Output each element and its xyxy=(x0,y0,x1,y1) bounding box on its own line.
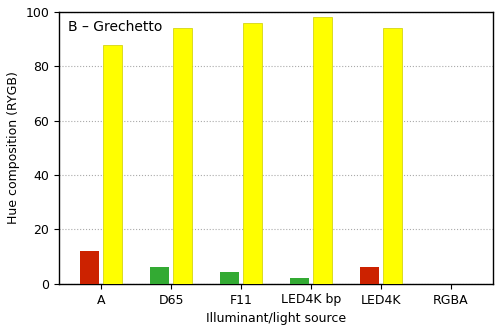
Bar xyxy=(150,268,170,284)
Bar xyxy=(80,251,100,284)
Y-axis label: Hue composition (RYGB): Hue composition (RYGB) xyxy=(7,71,20,224)
Bar xyxy=(173,28,193,284)
Bar xyxy=(383,28,402,284)
Bar xyxy=(103,44,122,284)
Bar xyxy=(243,23,262,284)
Bar xyxy=(360,268,380,284)
Bar xyxy=(220,272,240,284)
Text: B – Grechetto: B – Grechetto xyxy=(68,20,162,34)
X-axis label: Illuminant/light source: Illuminant/light source xyxy=(206,312,346,325)
Bar xyxy=(290,278,310,284)
Bar xyxy=(313,17,332,284)
